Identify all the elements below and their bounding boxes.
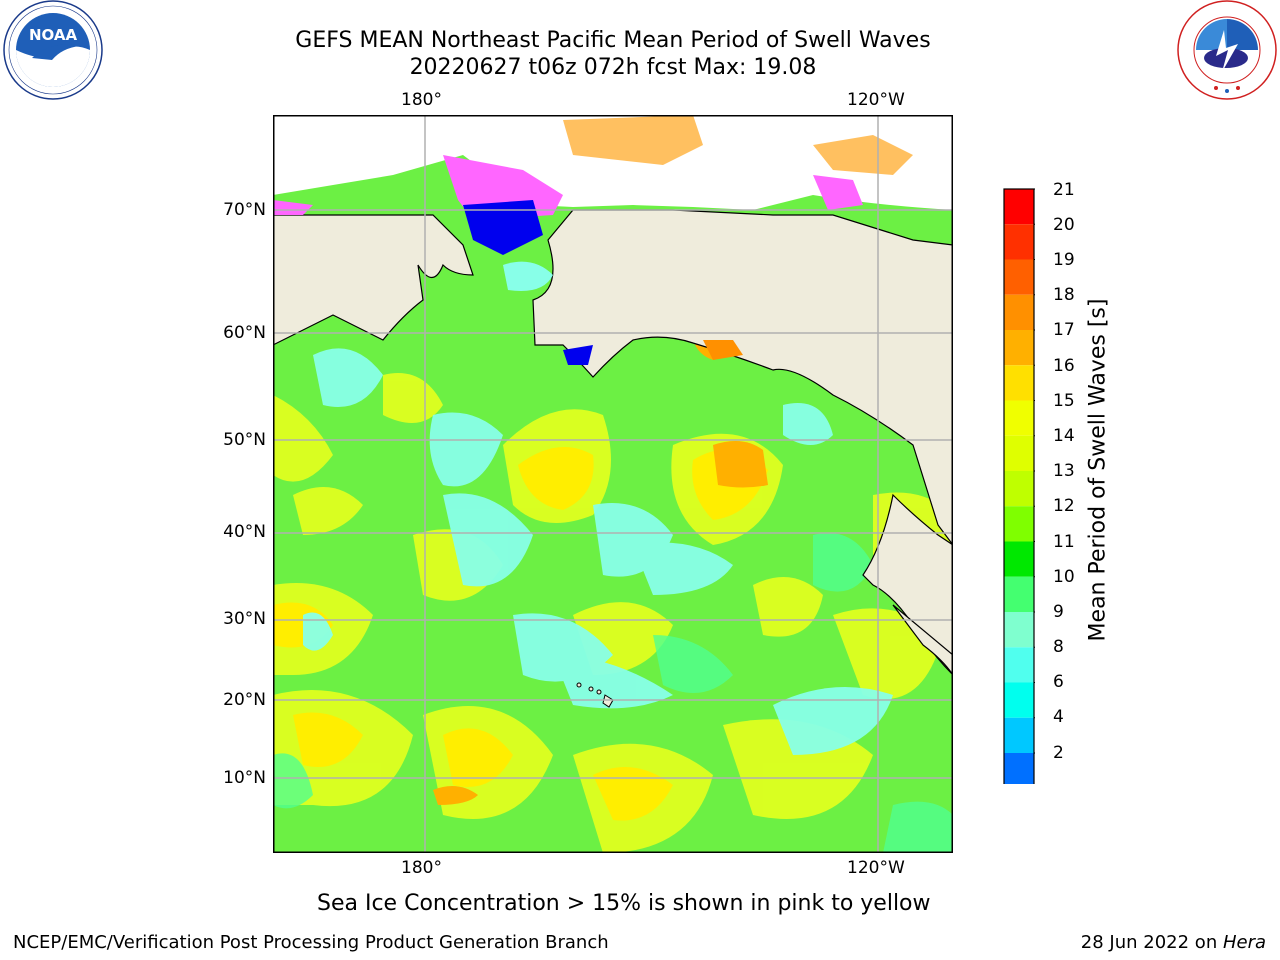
colorbar-swatches <box>1002 188 1036 818</box>
colorbar-swatch <box>1004 753 1034 789</box>
noaa-logo: NOAA <box>2 0 104 100</box>
cb-tick-15: 15 <box>1053 391 1075 411</box>
cb-tick-2: 2 <box>1053 743 1064 763</box>
colorbar-swatch <box>1004 189 1034 225</box>
cb-tick-20: 20 <box>1053 215 1075 235</box>
cb-tick-6: 6 <box>1053 672 1064 692</box>
period-9-10s-regions <box>273 533 953 853</box>
cb-tick-19: 19 <box>1053 250 1075 270</box>
cb-tick-14: 14 <box>1053 426 1075 446</box>
colorbar-swatch <box>1004 506 1034 542</box>
lon-tick-bottom-180: 180° <box>401 858 442 878</box>
hawaiian-islands <box>576 682 614 708</box>
svg-text:NOAA: NOAA <box>29 26 78 44</box>
plot-title-line1: GEFS MEAN Northeast Pacific Mean Period … <box>295 28 931 53</box>
cb-tick-17: 17 <box>1053 320 1075 340</box>
lat-tick-50n: 50°N <box>223 430 266 450</box>
arctic-sea-ice-open <box>273 115 953 210</box>
lat-tick-40n: 40°N <box>223 522 266 542</box>
cb-tick-10: 10 <box>1053 567 1075 587</box>
cb-tick-16: 16 <box>1053 356 1075 376</box>
siberia-land <box>273 214 474 346</box>
footer-date-text: 28 Jun 2022 on <box>1080 932 1223 953</box>
colorbar-swatch <box>1004 717 1034 753</box>
lon-tick-bottom-120w: 120°W <box>847 858 905 878</box>
swell-period-map <box>273 115 953 853</box>
footer-host: Hera <box>1222 932 1266 953</box>
colorbar-swatch <box>1004 612 1034 648</box>
colorbar-swatch <box>1004 365 1034 401</box>
footer-credit: NCEP/EMC/Verification Post Processing Pr… <box>13 932 609 953</box>
colorbar-swatch <box>1004 435 1034 471</box>
plot-title-line2: 20220627 t06z 072h fcst Max: 19.08 <box>409 55 817 80</box>
cb-tick-8: 8 <box>1053 637 1064 657</box>
colorbar-swatch <box>1004 576 1034 612</box>
cb-tick-4: 4 <box>1053 707 1064 727</box>
footer-date: 28 Jun 2022 on Hera <box>1081 932 1266 954</box>
cb-tick-12: 12 <box>1053 496 1075 516</box>
sea-ice-regions <box>273 115 913 365</box>
colorbar-swatch <box>1004 294 1034 330</box>
colorbar <box>1002 188 1036 818</box>
colorbar-swatch <box>1004 541 1034 577</box>
sea-ice-note: Sea Ice Concentration > 15% is shown in … <box>317 891 931 916</box>
colorbar-swatch <box>1004 259 1034 295</box>
lat-tick-30n: 30°N <box>223 609 266 629</box>
lat-tick-10n: 10°N <box>223 768 266 788</box>
cb-tick-18: 18 <box>1053 285 1075 305</box>
cb-tick-13: 13 <box>1053 461 1075 481</box>
land-masses <box>273 209 953 677</box>
lon-tick-top-120w: 120°W <box>847 90 905 110</box>
lat-tick-20n: 20°N <box>223 690 266 710</box>
cb-tick-11: 11 <box>1053 532 1075 552</box>
lon-tick-top-180: 180° <box>401 90 442 110</box>
lat-tick-70n: 70°N <box>223 200 266 220</box>
colorbar-swatch <box>1004 647 1034 683</box>
colorbar-swatch <box>1004 682 1034 718</box>
period-8-9s-regions <box>303 348 893 755</box>
cb-tick-9: 9 <box>1053 602 1064 622</box>
colorbar-swatch <box>1004 224 1034 260</box>
nws-logo <box>1176 0 1278 100</box>
lat-tick-60n: 60°N <box>223 323 266 343</box>
graticule <box>273 115 953 853</box>
colorbar-swatch <box>1004 330 1034 366</box>
colorbar-swatch <box>1004 471 1034 507</box>
cb-tick-21: 21 <box>1053 180 1075 200</box>
colorbar-swatch <box>1004 400 1034 436</box>
